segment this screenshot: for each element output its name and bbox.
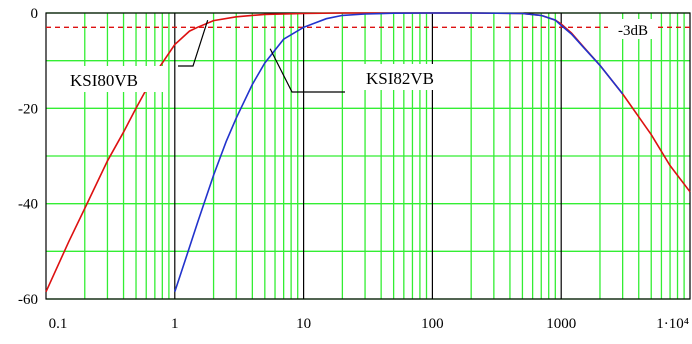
leader-line-ksi80vb xyxy=(178,19,209,67)
x-tick-label: 100 xyxy=(421,316,444,332)
series-layer xyxy=(45,12,691,293)
tick-label-layer: 0 -20 -40 -60 0.1 1 10 100 1000 1·10⁴ xyxy=(18,6,689,332)
x-tick-label: 1·10⁴ xyxy=(656,316,689,332)
y-tick-label: -60 xyxy=(18,292,38,308)
reference-label: -3dB xyxy=(618,23,648,39)
series-label-ksi80vb: KSI80VB xyxy=(70,71,138,90)
series-label-bg xyxy=(66,66,166,92)
x-tick-label: 1000 xyxy=(546,316,576,332)
y-tick-label: -20 xyxy=(18,101,38,117)
annotation-layer: KSI80VB KSI82VB xyxy=(66,19,462,93)
minor-grid xyxy=(46,12,690,300)
y-tick-label: -40 xyxy=(18,197,38,213)
x-tick-label: 10 xyxy=(296,316,311,332)
leader-line-ksi82vb xyxy=(269,48,345,93)
reference-layer: -3dB xyxy=(46,19,690,39)
reference-label-bg xyxy=(608,19,656,39)
y-tick-label: 0 xyxy=(31,6,39,22)
x-tick-label: 0.1 xyxy=(49,316,68,332)
series-label-ksi82vb: KSI82VB xyxy=(366,69,434,88)
series-label-bg xyxy=(362,64,462,90)
series-line-ksi82vb xyxy=(174,12,624,293)
x-tick-label: 1 xyxy=(171,316,179,332)
series-line-ksi80vb xyxy=(45,12,691,293)
